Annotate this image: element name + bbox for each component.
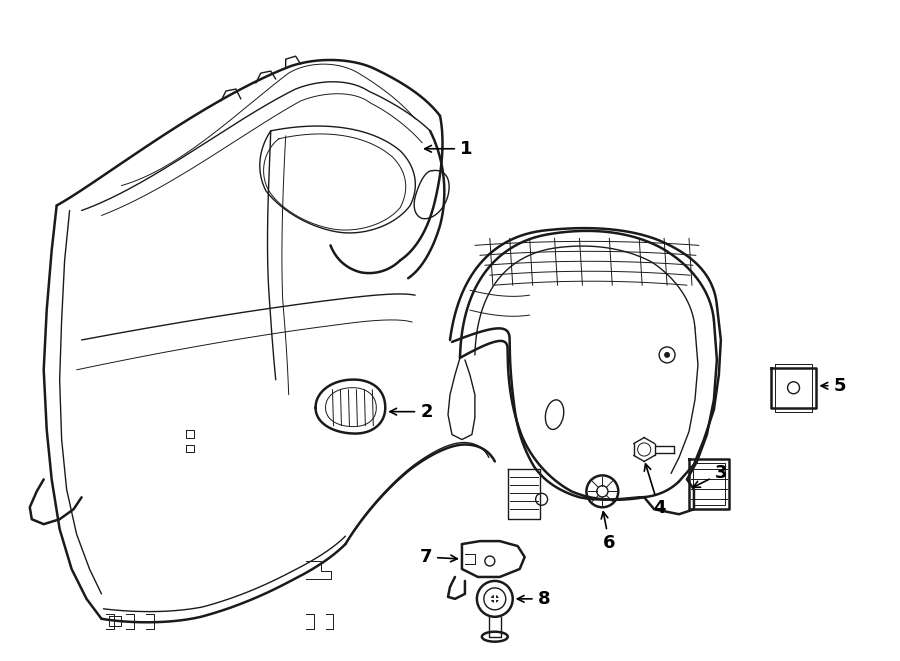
- Circle shape: [491, 595, 499, 603]
- Text: 1: 1: [425, 139, 472, 158]
- Text: 6: 6: [601, 512, 616, 552]
- Text: 4: 4: [644, 464, 665, 518]
- Text: 7: 7: [419, 548, 457, 566]
- Text: 8: 8: [518, 590, 550, 608]
- Circle shape: [664, 352, 670, 358]
- Text: 2: 2: [390, 403, 433, 420]
- Text: 3: 3: [693, 465, 727, 487]
- Text: 5: 5: [821, 377, 846, 395]
